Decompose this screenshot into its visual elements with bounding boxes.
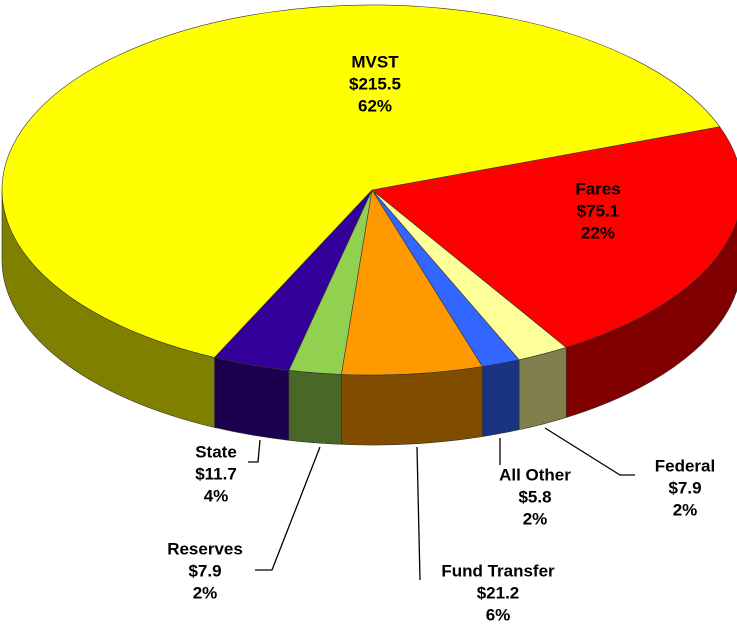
leader-line — [255, 446, 321, 571]
leader-line — [416, 446, 421, 581]
pie-side — [482, 359, 520, 437]
slice-value: $21.2 — [477, 583, 520, 602]
slice-name: State — [195, 442, 237, 461]
slice-percent: 62% — [358, 96, 392, 115]
slice-value: $5.8 — [518, 487, 551, 506]
labels: Fares $75.1 22% Federal $7.9 2% All Other $5.8 2… — [167, 52, 715, 624]
slice-percent: 2% — [673, 500, 698, 519]
slice-value: $7.9 — [188, 561, 221, 580]
slice-percent: 2% — [523, 509, 548, 528]
pie-side — [288, 369, 342, 445]
leader-line — [544, 427, 635, 476]
slice-name: Federal — [655, 456, 715, 475]
slice-name: Fares — [575, 179, 620, 198]
slice-percent: 6% — [486, 605, 511, 624]
pie-slice — [371, 126, 737, 348]
pie-side — [214, 357, 290, 441]
pie-tops — [1, 4, 737, 376]
pie-slice — [341, 189, 483, 376]
slice-percent: 2% — [193, 583, 218, 602]
pie-slice — [1, 4, 721, 358]
slice-name: Reserves — [167, 539, 243, 558]
slice-percent: 22% — [581, 223, 615, 242]
leader-line — [248, 439, 261, 463]
pie-side — [341, 366, 483, 446]
slice-value: $75.1 — [577, 201, 620, 220]
slice-percent: 4% — [204, 486, 229, 505]
slice-name: MVST — [351, 52, 399, 71]
pie-side — [518, 347, 567, 431]
slice-value: $215.5 — [349, 74, 401, 93]
pie-sides — [1, 189, 737, 446]
slice-value: $11.7 — [195, 464, 237, 483]
slice-value: $7.9 — [668, 478, 701, 497]
slice-name: All Other — [499, 465, 571, 484]
slice-name: Fund Transfer — [441, 561, 555, 580]
